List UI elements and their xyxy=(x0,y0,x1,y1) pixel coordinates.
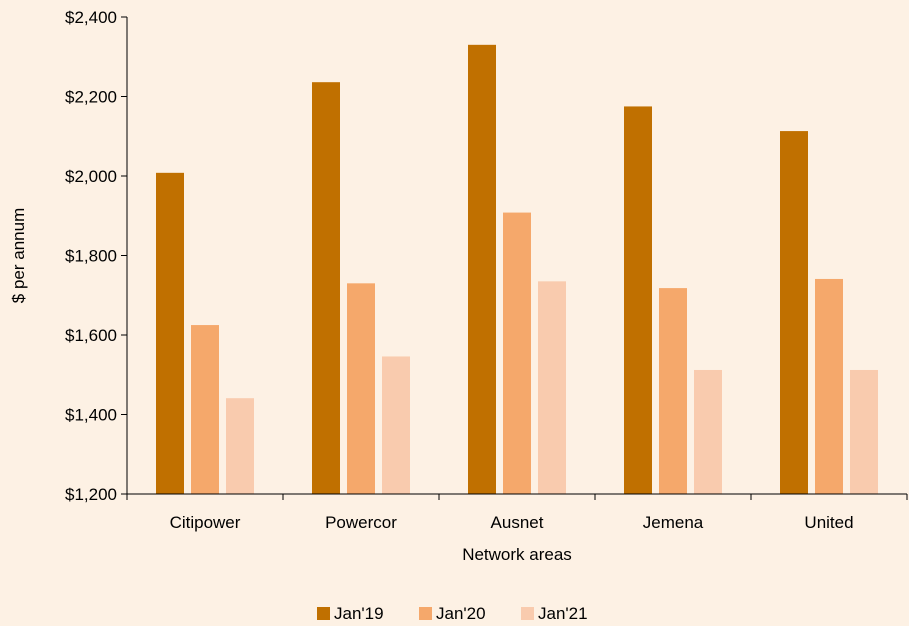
bar-united-series-3 xyxy=(850,369,878,494)
x-tick-label: United xyxy=(804,513,853,532)
bar-citipower-series-1 xyxy=(156,172,184,494)
bar-ausnet-series-2 xyxy=(503,212,531,494)
y-ticks-group: $1,200 $1,400 $1,600 $1,800 $2,000 $2,200 $2,4… xyxy=(65,8,127,504)
y-tick-label: $1,200 xyxy=(65,485,117,504)
x-tick-label: Jemena xyxy=(643,513,704,532)
y-tick-label: $2,200 xyxy=(65,88,117,107)
x-tick-label: Citipower xyxy=(170,513,241,532)
legend: Jan'19 Jan'20 Jan'21 xyxy=(317,604,588,623)
bar-united-series-2 xyxy=(815,278,843,494)
bar-ausnet-series-1 xyxy=(468,44,496,494)
y-tick-label: $1,800 xyxy=(65,247,117,266)
bars-group xyxy=(156,44,878,494)
x-tick-label: Ausnet xyxy=(491,513,544,532)
legend-swatch xyxy=(521,607,534,620)
bar-citipower-series-3 xyxy=(226,398,254,494)
bar-citipower-series-2 xyxy=(191,325,219,494)
bar-powercor-series-2 xyxy=(347,283,375,494)
bar-jemena-series-1 xyxy=(624,106,652,494)
bar-ausnet-series-3 xyxy=(538,281,566,494)
bar-jemena-series-3 xyxy=(694,369,722,494)
legend-label: Jan'21 xyxy=(538,604,588,623)
y-tick-label: $2,000 xyxy=(65,167,117,186)
bar-jemena-series-2 xyxy=(659,288,687,494)
legend-label: Jan'19 xyxy=(334,604,384,623)
legend-swatch xyxy=(419,607,432,620)
legend-label: Jan'20 xyxy=(436,604,486,623)
bar-powercor-series-1 xyxy=(312,82,340,494)
x-ticks-group: Citipower Powercor Ausnet Jemena United xyxy=(126,494,908,532)
y-axis-title: $ per annum xyxy=(9,208,28,303)
bar-united-series-1 xyxy=(780,131,808,494)
y-tick-label: $2,400 xyxy=(65,8,117,27)
y-tick-label: $1,600 xyxy=(65,326,117,345)
y-tick-label: $1,400 xyxy=(65,406,117,425)
x-tick-label: Powercor xyxy=(325,513,397,532)
x-axis-title: Network areas xyxy=(462,545,572,564)
bar-powercor-series-3 xyxy=(382,356,410,494)
legend-swatch xyxy=(317,607,330,620)
